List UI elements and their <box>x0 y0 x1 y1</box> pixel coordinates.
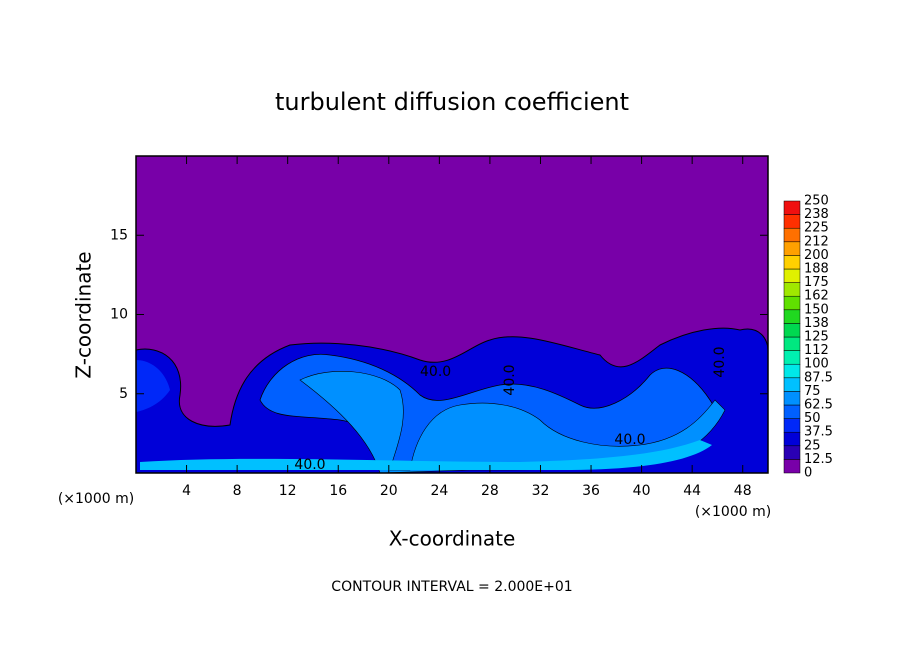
x-tick-label: 4 <box>182 483 191 499</box>
colorbar-label: 75 <box>804 384 821 399</box>
colorbar-swatch <box>783 445 801 460</box>
x-tick-label: 16 <box>329 483 347 499</box>
x-tick-label: 40 <box>633 483 651 499</box>
colorbar-label: 37.5 <box>804 425 833 440</box>
colorbar-label: 188 <box>804 262 829 277</box>
field-region <box>140 440 712 470</box>
x-tick-label: 12 <box>279 483 297 499</box>
colorbar-swatch <box>783 255 801 270</box>
colorbar-swatch <box>783 377 801 392</box>
footer-note: CONTOUR INTERVAL = 2.000E+01 <box>331 579 572 595</box>
axis-unit: (×1000 m) <box>695 504 771 520</box>
x-axis-label: X-coordinate <box>389 527 516 551</box>
contour-label: 40.0 <box>712 346 728 377</box>
x-tick-label: 32 <box>532 483 550 499</box>
y-tick-label: 10 <box>110 307 128 323</box>
x-tick-label: 28 <box>481 483 499 499</box>
colorbar-label: 225 <box>804 221 829 236</box>
colorbar-swatch <box>783 200 801 215</box>
x-tick-label: 24 <box>430 483 448 499</box>
contour-label: 40.0 <box>294 457 325 473</box>
colorbar-label: 250 <box>804 194 829 209</box>
x-tick-label: 44 <box>683 483 701 499</box>
colorbar-label: 212 <box>804 234 829 249</box>
colorbar-label: 62.5 <box>804 398 833 413</box>
colorbar-label: 162 <box>804 289 829 304</box>
x-tick-label: 8 <box>233 483 242 499</box>
colorbar-swatch <box>783 418 801 433</box>
colorbar-swatch <box>783 350 801 365</box>
x-tick-label: 36 <box>582 483 600 499</box>
colorbar-label: 25 <box>804 438 821 453</box>
colorbar-label: 138 <box>804 316 829 331</box>
y-axis-label: Z-coordinate <box>72 251 96 378</box>
colorbar-swatch <box>783 323 801 338</box>
colorbar-label: 112 <box>804 343 829 358</box>
x-tick-label: 20 <box>380 483 398 499</box>
chart-title: turbulent diffusion coefficient <box>275 88 629 116</box>
colorbar-swatch <box>783 227 801 243</box>
colorbar-swatch <box>783 309 801 324</box>
colorbar-label: 50 <box>804 411 821 426</box>
colorbar-label: 12.5 <box>804 452 833 467</box>
x-tick-label: 48 <box>734 483 752 499</box>
colorbar-swatch <box>783 404 801 419</box>
colorbar-label: 87.5 <box>804 370 833 385</box>
colorbar-swatch <box>783 336 801 351</box>
colorbar-swatch <box>783 214 801 229</box>
contour-label: 40.0 <box>502 364 518 395</box>
colorbar-label: 238 <box>804 207 829 222</box>
contour-label: 40.0 <box>420 364 451 380</box>
field-region <box>136 360 170 412</box>
colorbar-swatch <box>783 431 801 447</box>
colorbar-swatch <box>783 363 801 379</box>
colorbar-label: 200 <box>804 248 829 263</box>
axis-unit: (×1000 m) <box>58 491 134 507</box>
y-tick-label: 5 <box>119 386 128 402</box>
colorbar-label: 100 <box>804 357 829 372</box>
colorbar-swatch <box>783 295 801 311</box>
colorbar-swatch <box>783 282 801 297</box>
colorbar-swatch <box>783 459 801 474</box>
field <box>136 156 768 473</box>
colorbar-swatch <box>783 391 801 406</box>
contour-label: 40.0 <box>614 432 645 448</box>
colorbar-label: 150 <box>804 302 829 317</box>
colorbar-swatch <box>783 241 801 256</box>
y-tick-label: 15 <box>110 227 128 243</box>
colorbar-swatch <box>783 268 801 283</box>
colorbar-label: 175 <box>804 275 829 290</box>
colorbar-label: 125 <box>804 330 829 345</box>
colorbar-label: 0 <box>804 466 812 481</box>
